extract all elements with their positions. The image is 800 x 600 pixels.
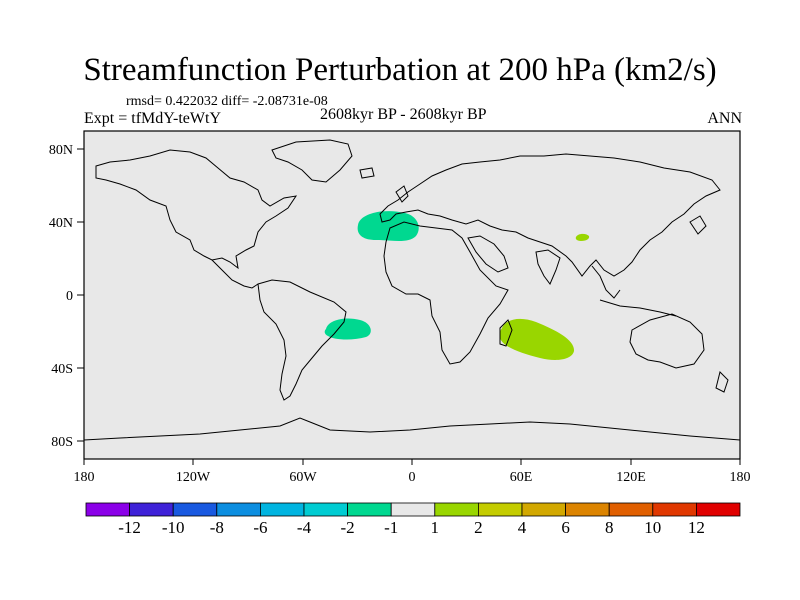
british-isles-coastline bbox=[395, 185, 409, 203]
lat-label-40n: 40N bbox=[49, 216, 73, 231]
lon-label-180w: 180 bbox=[74, 470, 95, 485]
lat-label-80n: 80N bbox=[49, 143, 73, 158]
colorbar-swatch bbox=[172, 502, 218, 517]
anomaly-layer bbox=[324, 211, 590, 360]
south-america-coastline bbox=[257, 279, 347, 401]
iceland-coastline bbox=[359, 167, 375, 179]
lon-label-60w: 60W bbox=[289, 470, 317, 485]
stats-line: rmsd= 0.422032 diff= -2.08731e-08 bbox=[126, 94, 328, 109]
lon-label-0: 0 bbox=[409, 470, 416, 485]
colorbar-swatch bbox=[477, 502, 523, 517]
colorbar-swatch bbox=[521, 502, 566, 517]
africa-coastline bbox=[383, 221, 509, 365]
colorbar-swatch bbox=[434, 502, 479, 517]
colorbar-label: -1 bbox=[384, 518, 398, 537]
antarctica-coastline bbox=[83, 417, 741, 441]
plot-title: Streamfunction Perturbation at 200 hPa (… bbox=[83, 52, 717, 88]
lat-label-0: 0 bbox=[66, 289, 73, 304]
colorbar-label: 4 bbox=[518, 518, 527, 537]
longitude-axis: 180 120W 60W 0 60E 120E 180 bbox=[74, 459, 751, 485]
colorbar-swatch bbox=[390, 502, 436, 517]
colorbar-label: -4 bbox=[297, 518, 312, 537]
india-coastline bbox=[535, 249, 561, 285]
greenland-coastline bbox=[271, 139, 353, 183]
colorbar-swatch bbox=[696, 502, 741, 517]
central-america-coastline bbox=[211, 259, 259, 289]
colorbar-label: -10 bbox=[162, 518, 185, 537]
australia-coastline bbox=[629, 313, 705, 369]
lon-label-120w: 120W bbox=[176, 470, 211, 485]
colorbar-swatch bbox=[129, 502, 174, 517]
colorbar-swatch bbox=[216, 502, 261, 517]
colorbar-label: -12 bbox=[118, 518, 141, 537]
colorbar-swatch bbox=[303, 502, 348, 517]
southeast-asia-coastline bbox=[591, 265, 621, 299]
colorbar-label: -2 bbox=[341, 518, 355, 537]
lon-label-60e: 60E bbox=[510, 470, 533, 485]
colorbar-label: 6 bbox=[561, 518, 570, 537]
colorbar-label: 2 bbox=[474, 518, 483, 537]
colorbar-label: 10 bbox=[644, 518, 661, 537]
colorbar-label: -6 bbox=[253, 518, 267, 537]
period-label: 2608kyr BP - 2608kyr BP bbox=[320, 106, 487, 123]
lat-label-80s: 80S bbox=[51, 435, 73, 450]
season-label: ANN bbox=[707, 110, 742, 127]
lon-label-120e: 120E bbox=[616, 470, 646, 485]
south-atlantic-negative-anomaly bbox=[324, 318, 371, 340]
colorbar-label: 8 bbox=[605, 518, 614, 537]
colorbar-swatch bbox=[608, 502, 654, 517]
experiment-label: Expt = tfMdY-teWtY bbox=[84, 110, 221, 127]
colorbar: -12 -10 -8 -6 -4 -2 -1 1 2 4 6 8 10 12 bbox=[85, 502, 741, 537]
colorbar-swatch bbox=[85, 502, 130, 517]
japan-coastline bbox=[689, 215, 707, 235]
map-background bbox=[84, 131, 740, 459]
lon-label-180e: 180 bbox=[730, 470, 751, 485]
arabia-coastline bbox=[467, 235, 509, 273]
europe-asia-coastline bbox=[379, 153, 721, 277]
colorbar-label: -8 bbox=[210, 518, 224, 537]
colorbar-label: 1 bbox=[431, 518, 440, 537]
lat-label-40s: 40S bbox=[51, 362, 73, 377]
indian-ocean-positive-anomaly bbox=[499, 318, 575, 360]
coastlines bbox=[83, 139, 741, 441]
latitude-axis: 80N 40N 0 40S 80S bbox=[49, 143, 84, 450]
north-atlantic-negative-anomaly bbox=[357, 211, 419, 241]
new-zealand-coastline bbox=[715, 371, 729, 393]
colorbar-swatch bbox=[652, 502, 697, 517]
colorbar-swatch bbox=[347, 502, 392, 517]
central-asia-positive-anomaly bbox=[575, 233, 590, 241]
colorbar-swatch bbox=[259, 502, 305, 517]
indonesia-coastline bbox=[599, 299, 677, 317]
madagascar-coastline bbox=[499, 319, 513, 347]
colorbar-swatch bbox=[565, 502, 610, 517]
colorbar-label: 12 bbox=[688, 518, 705, 537]
north-america-coastline bbox=[95, 149, 298, 270]
